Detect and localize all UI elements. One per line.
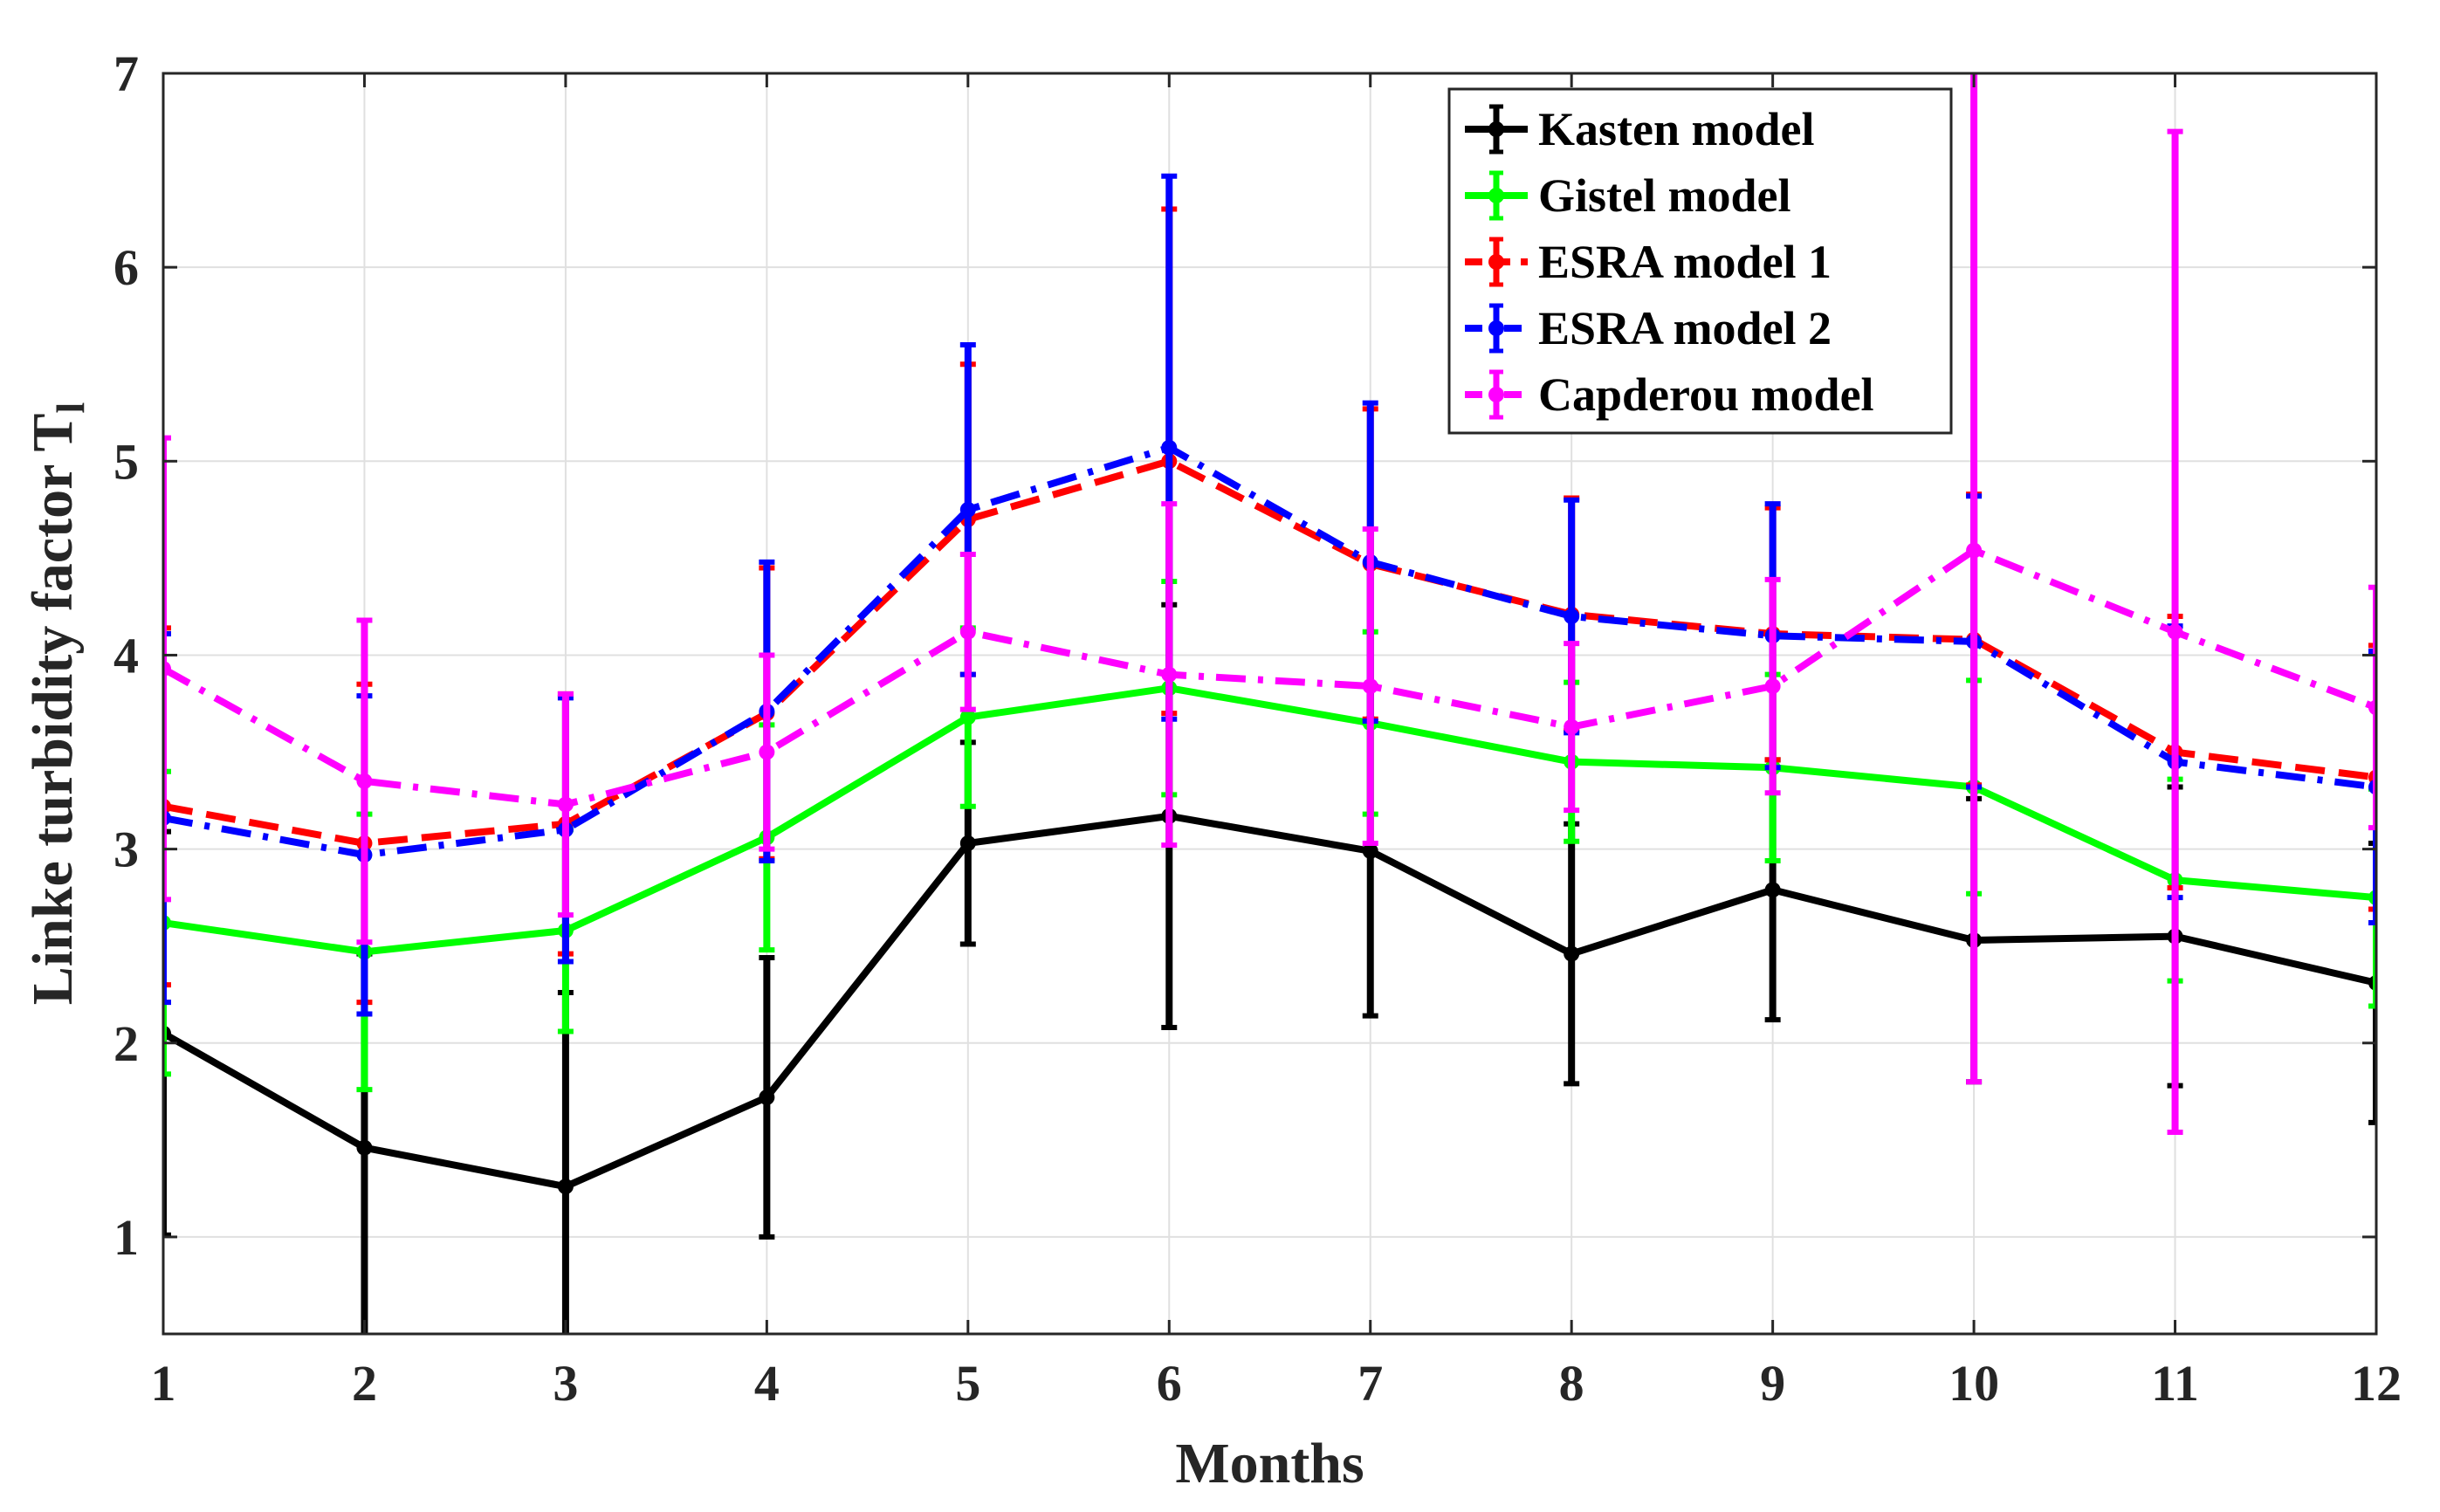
x-tick-label: 6 [1157, 1355, 1182, 1412]
legend-label: Gistel model [1538, 169, 1790, 222]
series-line [163, 684, 2376, 956]
x-tick-label: 3 [553, 1355, 578, 1412]
data-point [959, 709, 976, 725]
series-capderou-model [163, 73, 2376, 1135]
legend-box [1447, 87, 1953, 435]
data-point [759, 744, 775, 760]
y-tick-label: 3 [113, 821, 139, 878]
x-tick-label: 10 [1949, 1355, 1999, 1412]
x-tick-label: 2 [352, 1355, 377, 1412]
x-tick-label: 7 [1357, 1355, 1383, 1412]
x-tick-label: 9 [1760, 1355, 1785, 1412]
data-point [1362, 842, 1378, 859]
data-point [1161, 439, 1178, 456]
data-point [959, 501, 976, 518]
legend-label: Kasten model [1538, 103, 1815, 155]
x-axis-label: Months [1175, 1432, 1364, 1495]
series-line [163, 546, 2376, 808]
y-tick-label: 2 [113, 1015, 139, 1072]
axes-frame [162, 72, 2378, 1336]
x-tick-label: 4 [754, 1355, 780, 1412]
series-layer [163, 73, 2376, 1334]
x-tick-label: 1 [151, 1355, 176, 1412]
legend-label: Capderou model [1538, 368, 1874, 421]
legend-marker [1488, 188, 1504, 203]
data-point [1564, 945, 1580, 962]
y-tick-label: 5 [113, 433, 139, 490]
legend: Kasten model Gistel model ESRA model 1 ESRA… [1447, 87, 1953, 435]
x-tick-label: 5 [955, 1355, 980, 1412]
y-axis-label-main: Linke turbidity factor T [21, 413, 85, 1005]
legend-item-kasten-model: Kasten model [1465, 103, 1815, 155]
y-axis-label-subscript: l [48, 402, 93, 414]
data-point [356, 1139, 373, 1156]
y-tick-label: 1 [113, 1209, 139, 1266]
legend-item-capderou-model: Capderou model [1465, 368, 1874, 421]
legend-label: ESRA model 2 [1538, 302, 1832, 354]
series-line [163, 443, 2376, 859]
data-point [1362, 678, 1378, 695]
series-line [163, 812, 2376, 1191]
data-point [1564, 608, 1580, 625]
data-point [1161, 666, 1178, 683]
y-tick-label: 6 [113, 239, 139, 296]
data-point [557, 1179, 574, 1195]
data-point [959, 623, 976, 640]
y-axis-label: Linke turbidity factor Tl [21, 402, 93, 1006]
data-point [1764, 882, 1781, 898]
legend-marker [1488, 254, 1504, 270]
data-point [1966, 542, 1983, 559]
legend-label: ESRA model 1 [1538, 236, 1832, 288]
y-tick-label: 7 [113, 45, 139, 102]
x-tick-label: 8 [1559, 1355, 1584, 1412]
x-tick-label: 12 [2351, 1355, 2402, 1412]
y-tick-label: 4 [113, 627, 139, 684]
data-point [2167, 623, 2183, 640]
legend-marker [1488, 387, 1504, 402]
series-line [163, 457, 2376, 847]
legend-item-gistel-model: Gistel model [1465, 169, 1790, 222]
data-point [959, 835, 976, 851]
x-tick-label: 11 [2151, 1355, 2199, 1412]
data-point [163, 661, 171, 677]
legend-item-esra-model-2: ESRA model 2 [1465, 302, 1832, 354]
legend-marker [1488, 121, 1504, 137]
data-point [2368, 699, 2376, 716]
data-point [1764, 678, 1781, 695]
data-point [557, 796, 574, 813]
legend-item-esra-model-1: ESRA model 1 [1465, 236, 1832, 288]
data-point [1564, 718, 1580, 735]
data-point [356, 773, 373, 789]
data-point [759, 1089, 775, 1105]
legend-marker [1488, 320, 1504, 336]
